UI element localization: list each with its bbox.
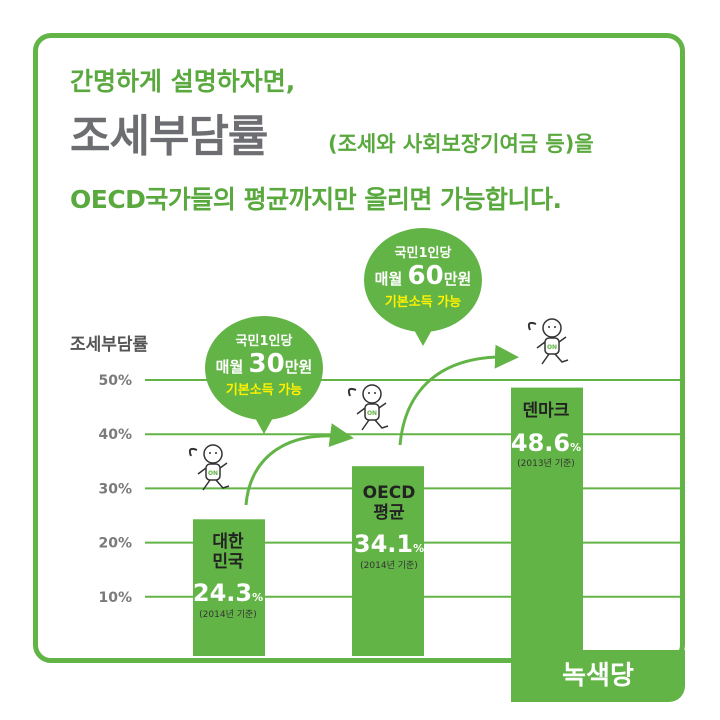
- bar-label-korea: 대한 민국 24.3% (2014년 기준): [190, 532, 266, 620]
- shirt-label: ON: [367, 410, 377, 417]
- bar-name-korea-1: 대한: [212, 532, 244, 552]
- bar-value-oecd: 34.1%: [351, 530, 427, 559]
- progress-arrow-0: [244, 423, 354, 506]
- bar-name-oecd-2: 평균: [373, 502, 405, 523]
- y-tick-label: 40%: [98, 427, 132, 443]
- bubble-30-pre: 매월: [215, 358, 244, 376]
- bubble-60-tail: [413, 328, 433, 346]
- headline-line1: 간명하게 설명하자면,: [70, 67, 296, 96]
- bubble-60-line1: 국민1인당: [394, 246, 452, 261]
- bar-note-korea: (2014년 기준): [199, 609, 257, 620]
- runner-figure: ON: [347, 384, 389, 431]
- y-tick-label: 30%: [98, 481, 132, 497]
- bar-name-korea-2: 민국: [212, 551, 244, 572]
- bubble-30-amount: 30: [248, 349, 285, 379]
- bar-note-oecd: (2014년 기준): [360, 560, 418, 571]
- bubble-30-post: 만원: [284, 358, 313, 376]
- y-tick-label: 20%: [98, 536, 132, 552]
- bubble-60-amount: 60: [407, 261, 444, 291]
- green-party-logo: 녹색당: [511, 650, 685, 702]
- y-tick-label: 50%: [98, 373, 132, 389]
- bar-value-denmark-unit: %: [570, 440, 582, 454]
- bar-value-korea: 24.3%: [190, 579, 266, 608]
- headline-line3: OECD국가들의 평균까지만 올리면 가능합니다.: [70, 185, 562, 214]
- bar-0: [193, 519, 265, 656]
- bubble-30-line3: 기본소득 가능: [225, 383, 303, 398]
- bar-name-denmark: 덴마크: [522, 401, 570, 421]
- bar-value-denmark: 48.6%: [508, 428, 584, 458]
- bar-value-oecd-unit: %: [413, 542, 425, 556]
- bubble-30-line2: 매월 30만원: [205, 349, 323, 379]
- bar-value-denmark-num: 48.6: [510, 428, 571, 457]
- y-tick-label: 10%: [98, 590, 132, 606]
- bubble-30-line1: 국민1인당: [235, 334, 293, 349]
- bar-label-oecd: OECD 평균 34.1% (2014년 기준): [351, 483, 427, 571]
- bar-1: [352, 466, 424, 656]
- bubble-30: 국민1인당 매월 30만원 기본소득 가능: [205, 316, 323, 434]
- bubble-60-post: 만원: [443, 270, 472, 288]
- bubble-60-line3: 기본소득 가능: [384, 295, 462, 310]
- headline-parenthetical: (조세와 사회보장기여금 등)을: [328, 132, 594, 156]
- progress-arrow-1: [398, 344, 519, 446]
- runner-figure: ON: [188, 444, 230, 491]
- bar-value-oecd-num: 34.1: [353, 530, 414, 559]
- shirt-label: ON: [208, 470, 218, 477]
- bar-value-korea-num: 24.3: [192, 579, 253, 608]
- bar-note-denmark: (2013년 기준): [517, 459, 575, 470]
- bar-value-korea-unit: %: [252, 591, 264, 605]
- headline-tax-burden: 조세부담률: [70, 111, 268, 162]
- bubble-60: 국민1인당 매월 60만원 기본소득 가능: [364, 228, 482, 346]
- y-axis-label: 조세부담률: [70, 335, 149, 355]
- shirt-label: ON: [547, 344, 557, 351]
- runner-figure: ON: [527, 318, 569, 365]
- bubble-60-pre: 매월: [374, 270, 403, 288]
- bar-label-denmark: 덴마크 48.6% (2013년 기준): [508, 401, 584, 470]
- bubble-30-tail: [254, 416, 274, 434]
- bar-name-oecd-1: OECD: [362, 483, 416, 503]
- bubble-60-line2: 매월 60만원: [364, 261, 482, 291]
- bar-2: [511, 387, 583, 668]
